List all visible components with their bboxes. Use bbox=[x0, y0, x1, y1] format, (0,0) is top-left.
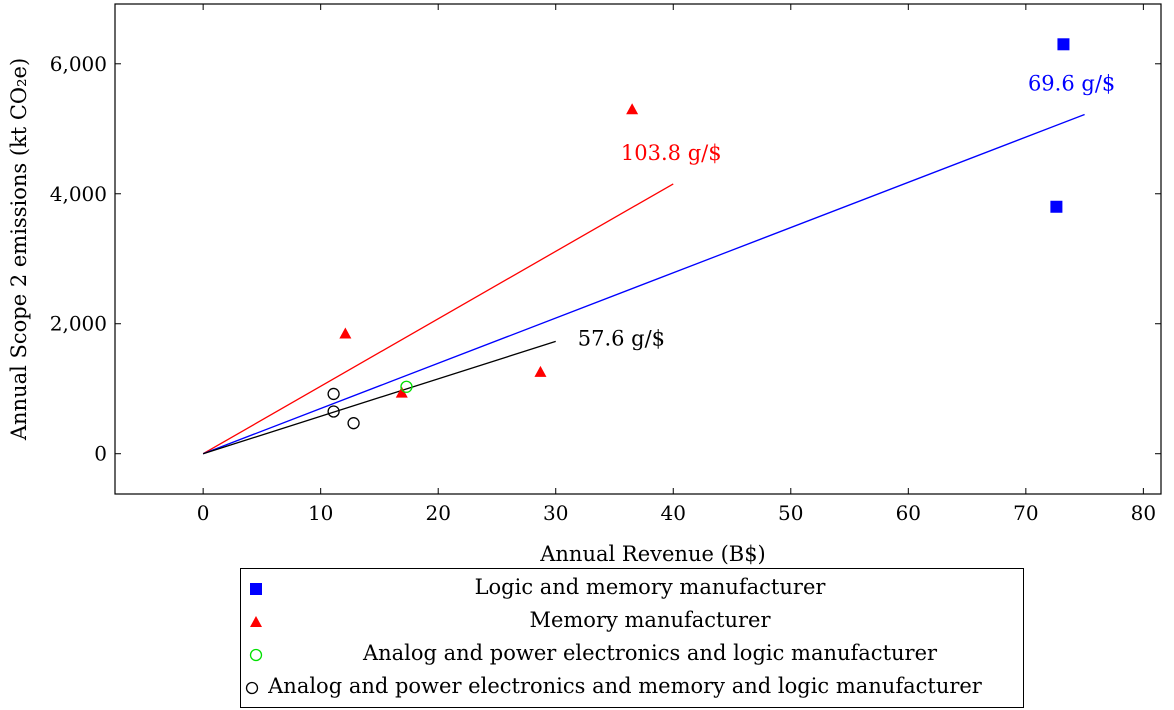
legend-marker-shape bbox=[249, 648, 263, 662]
data-point bbox=[626, 103, 639, 115]
data-point bbox=[347, 417, 360, 430]
legend: Logic and memory manufacturer Memory manu… bbox=[240, 568, 1024, 708]
fit-line bbox=[202, 340, 556, 455]
legend-entry: Memory manufacturer bbox=[241, 606, 1023, 638]
y-tick-label: 4,000 bbox=[50, 182, 107, 206]
legend-marker bbox=[250, 583, 262, 595]
slope-label: 57.6 g/$ bbox=[578, 326, 665, 350]
data-point bbox=[395, 386, 408, 398]
x-tick-label: 40 bbox=[661, 501, 686, 525]
slope-label: 69.6 g/$ bbox=[1028, 71, 1115, 95]
legend-marker bbox=[245, 681, 259, 695]
y-tick-label: 6,000 bbox=[50, 52, 107, 76]
legend-marker-shape bbox=[250, 583, 262, 595]
legend-marker-shape bbox=[245, 681, 259, 695]
legend-label: Analog and power electronics and logic m… bbox=[362, 641, 938, 665]
x-tick-label: 50 bbox=[778, 501, 803, 525]
data-points bbox=[327, 38, 1070, 430]
fit-line bbox=[202, 183, 674, 455]
legend-entry: Logic and memory manufacturer bbox=[241, 573, 1023, 605]
x-tick-label: 0 bbox=[197, 501, 210, 525]
x-tick-label: 20 bbox=[425, 501, 450, 525]
legend-marker-shape bbox=[250, 616, 262, 627]
data-point bbox=[339, 327, 352, 339]
slope-label: 103.8 g/$ bbox=[621, 141, 722, 165]
data-point bbox=[1050, 200, 1063, 213]
x-tick-label: 70 bbox=[1013, 501, 1038, 525]
data-point bbox=[1057, 38, 1070, 51]
x-tick-label: 10 bbox=[308, 501, 333, 525]
fit-lines: 103.8 g/$ 69.6 g/$ 57.6 g/$ bbox=[202, 71, 1115, 455]
legend-label: Logic and memory manufacturer bbox=[474, 575, 826, 599]
data-point bbox=[534, 365, 547, 377]
fit-line bbox=[202, 113, 1085, 455]
legend-entry: Analog and power electronics and memory … bbox=[241, 672, 1023, 704]
y-tick-label: 0 bbox=[94, 442, 107, 466]
data-point bbox=[327, 405, 340, 418]
legend-marker bbox=[249, 648, 263, 662]
y-axis-title: Annual Scope 2 emissions (kt CO₂e) bbox=[7, 58, 31, 441]
legend-label: Analog and power electronics and memory … bbox=[268, 674, 982, 698]
legend-entry: Analog and power electronics and logic m… bbox=[241, 639, 1023, 671]
x-tick-label: 30 bbox=[543, 501, 568, 525]
data-point bbox=[400, 380, 413, 393]
y-tick-label: 2,000 bbox=[50, 312, 107, 336]
data-point bbox=[327, 387, 340, 401]
x-tick-label: 60 bbox=[896, 501, 921, 525]
y-axis-ticks: 0 2,000 4,000 6,000 bbox=[50, 52, 1161, 466]
x-axis-title: Annual Revenue (B$) bbox=[539, 542, 766, 566]
legend-label: Memory manufacturer bbox=[529, 608, 771, 632]
x-tick-label: 80 bbox=[1131, 501, 1156, 525]
plot-frame bbox=[114, 3, 1162, 495]
x-axis-ticks: 0 10 20 30 40 50 60 70 80 bbox=[197, 4, 1156, 525]
legend-marker bbox=[250, 616, 262, 627]
